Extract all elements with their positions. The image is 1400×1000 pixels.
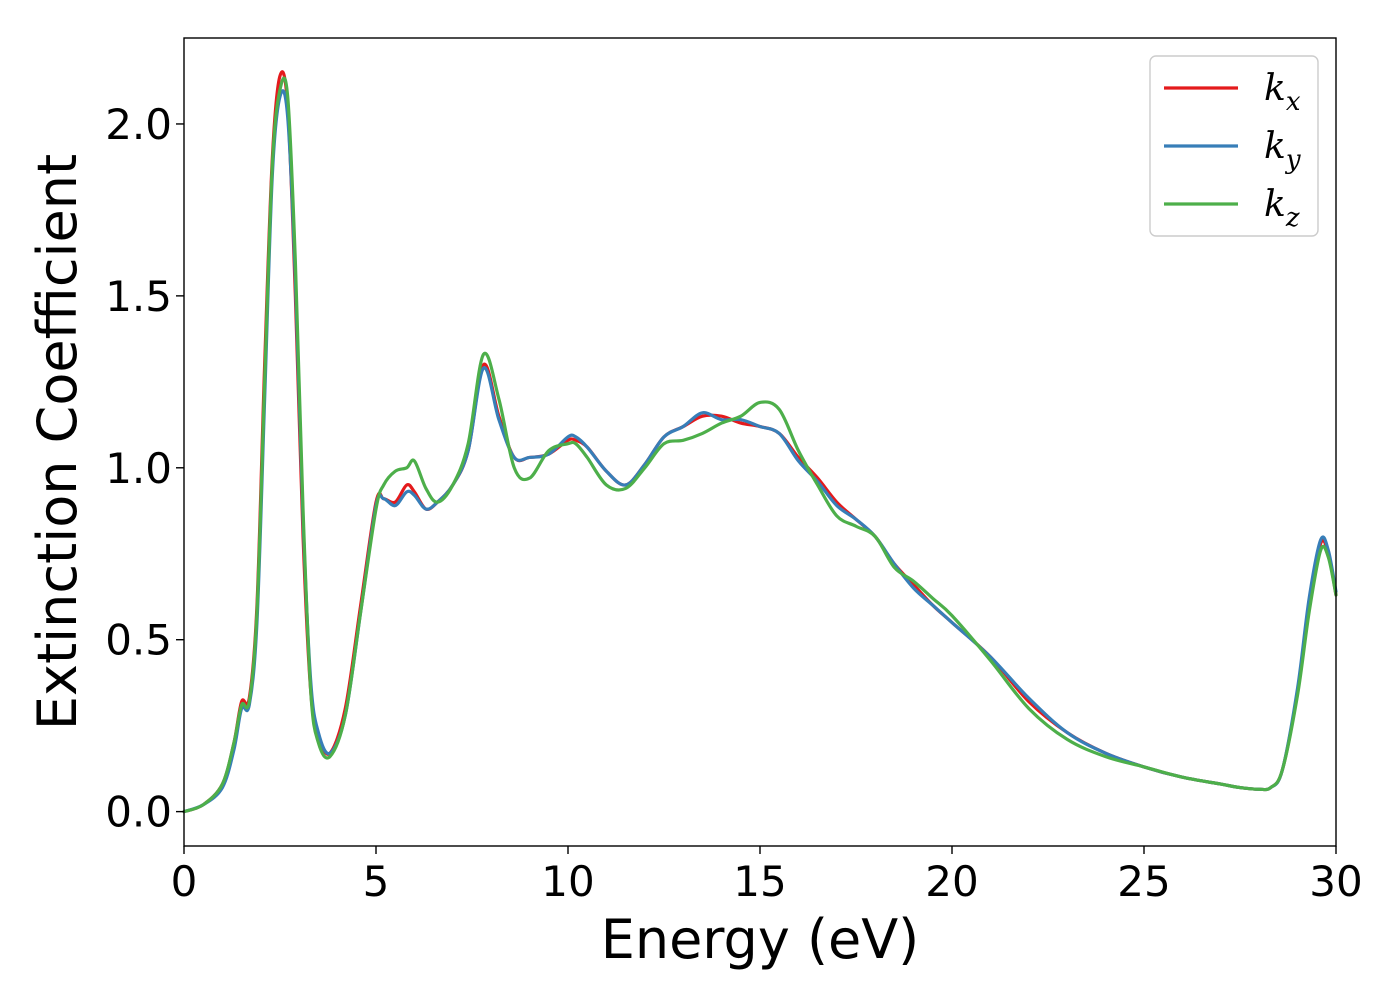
- legend-label-subscript: y: [1285, 145, 1301, 175]
- legend-label-main: k: [1264, 126, 1286, 167]
- series-layer: [182, 70, 1338, 814]
- legend-label-ky: ky: [1264, 126, 1301, 175]
- y-axis: 0.0 0.5 1.0 1.5 2.0: [105, 100, 184, 837]
- x-tick-label: 20: [925, 857, 978, 906]
- y-tick-label: 1.0: [105, 444, 172, 493]
- plot-background: [184, 38, 1336, 846]
- legend-label-kx: kx: [1264, 68, 1301, 117]
- y-tick-label: 0.5: [105, 616, 172, 665]
- legend-label-kz: kz: [1264, 184, 1300, 233]
- legend-label-subscript: x: [1286, 87, 1301, 117]
- x-tick-label: 30: [1309, 857, 1362, 906]
- legend-label-main: k: [1264, 184, 1286, 225]
- series-line-kz: [182, 76, 1338, 814]
- x-tick-label: 10: [541, 857, 594, 906]
- x-tick-label: 5: [363, 857, 390, 906]
- x-tick-label: 0: [171, 857, 198, 906]
- y-tick-label: 0.0: [105, 788, 172, 837]
- x-tick-label: 15: [733, 857, 786, 906]
- y-tick-label: 1.5: [105, 272, 172, 321]
- x-axis: 0 5 10 15 20 25 30: [171, 846, 1363, 906]
- legend-label-main: k: [1264, 68, 1286, 109]
- x-tick-label: 25: [1117, 857, 1170, 906]
- legend-label-subscript: z: [1285, 203, 1300, 233]
- x-axis-label: Energy (eV): [601, 908, 920, 971]
- y-tick-label: 2.0: [105, 100, 172, 149]
- y-axis-label: Extinction Coefficient: [26, 154, 89, 730]
